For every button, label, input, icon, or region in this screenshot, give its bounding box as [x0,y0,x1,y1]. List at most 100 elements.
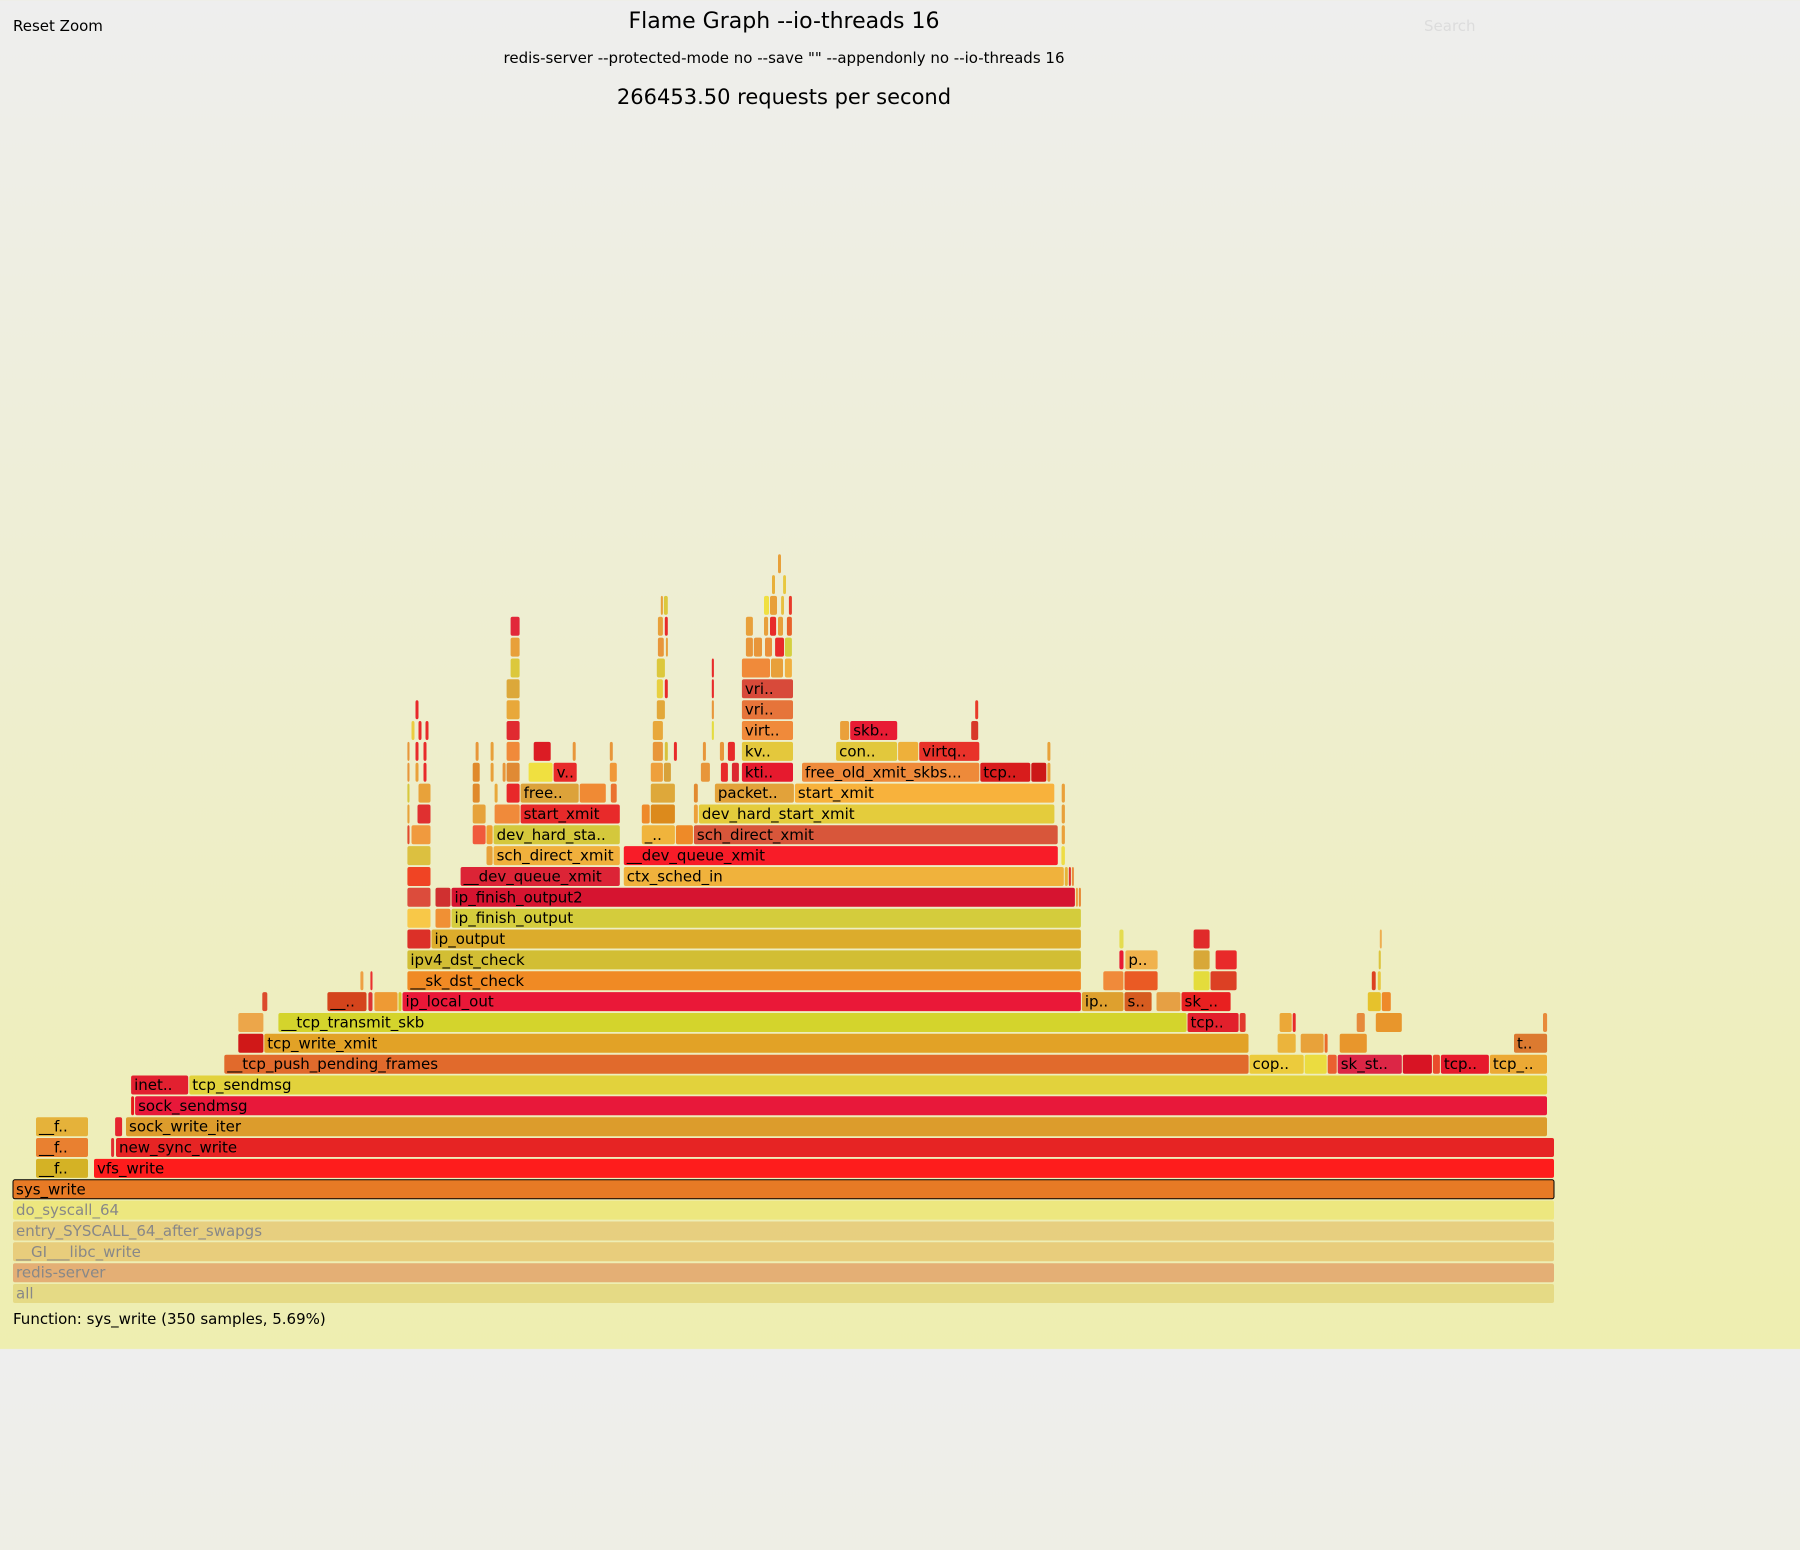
frame-unlabeled-45[interactable] [368,992,373,1012]
frame-rect[interactable] [13,1284,1554,1303]
frame-__f--6[interactable]: __f.. [36,1158,88,1179]
frame-rect[interactable] [131,1075,189,1095]
frame-rect[interactable] [1381,992,1391,1012]
frame-rect[interactable] [741,721,793,740]
frame-unlabeled-39[interactable] [1292,1013,1296,1032]
frame-rect[interactable] [650,783,675,803]
frame-rect[interactable] [238,1013,264,1032]
frame-rect[interactable] [13,1200,1554,1220]
frame-rect[interactable] [13,1263,1554,1283]
frame-rect[interactable] [711,679,714,699]
frame-unlabeled-51[interactable] [1156,992,1181,1012]
frame-_--99[interactable]: _.. [641,825,675,845]
frame-unlabeled-114[interactable] [418,783,431,803]
frame-rect[interactable] [407,783,410,803]
frame-unlabeled-119[interactable] [579,783,606,803]
frame-rect[interactable] [1292,1013,1296,1032]
frame-unlabeled-12[interactable] [115,1117,123,1137]
frame-skb--174[interactable]: skb.. [850,721,898,740]
frame-kv--161[interactable]: kv.. [741,741,793,761]
frame-unlabeled-199[interactable] [775,637,784,657]
frame-sk_st--22[interactable]: sk_st.. [1337,1054,1402,1075]
frame-unlabeled-154[interactable] [609,741,613,761]
frame-rect[interactable] [493,825,620,845]
frame-unlabeled-200[interactable] [784,637,792,657]
frame-unlabeled-211[interactable] [764,595,769,615]
frame-rect[interactable] [971,721,979,740]
frame-rect[interactable] [572,741,576,761]
frame-ctx_sched_in-85[interactable]: ctx_sched_in [623,867,1064,887]
frame-unlabeled-137[interactable] [663,762,671,782]
frame-rect[interactable] [741,700,793,720]
frame-start_xmit-124[interactable]: start_xmit [794,783,1055,804]
frame-rect[interactable] [472,804,486,824]
frame-redis-server-1[interactable]: redis-server [13,1263,1554,1283]
frame-unlabeled-30[interactable] [1300,1033,1324,1053]
frame-rect[interactable] [262,992,268,1012]
frame-rect[interactable] [1061,846,1065,866]
frame-rect[interactable] [745,616,753,636]
frame-rect[interactable] [1337,1054,1402,1074]
frame-unlabeled-126[interactable] [407,762,410,782]
frame-rect[interactable] [238,1033,264,1053]
frame-rect[interactable] [425,721,429,740]
frame-rect[interactable] [623,867,1064,886]
frame-unlabeled-206[interactable] [770,616,777,636]
frame-unlabeled-76[interactable] [435,908,451,928]
frame-rect[interactable] [1432,1054,1440,1074]
frame-unlabeled-21[interactable] [1327,1054,1337,1074]
frame-rect[interactable] [657,616,663,636]
frame-unlabeled-156[interactable] [664,741,668,761]
frame-unlabeled-82[interactable] [1078,887,1081,907]
frame-unlabeled-207[interactable] [778,616,783,636]
frame-unlabeled-63[interactable] [1377,971,1381,991]
frame-free--118[interactable]: free.. [520,783,579,803]
frame-unlabeled-149[interactable] [475,741,479,761]
frame-tcp--143[interactable]: tcp.. [980,762,1031,782]
frame-rect[interactable] [714,783,794,803]
frame-rect[interactable] [415,741,419,761]
frame-rect[interactable] [781,595,784,615]
frame-rect[interactable] [840,721,850,740]
frame-unlabeled-23[interactable] [1402,1054,1432,1074]
frame-rect[interactable] [1379,929,1382,949]
frame-rect[interactable] [898,741,919,761]
frame-rect[interactable] [1156,992,1181,1012]
frame-unlabeled-130[interactable] [490,762,494,782]
frame-unlabeled-69[interactable] [1378,950,1381,970]
frame-rect[interactable] [494,783,498,803]
frame-rect[interactable] [1187,1013,1239,1032]
frame-rect[interactable] [660,595,663,615]
frame-unlabeled-132[interactable] [506,762,520,782]
frame-unlabeled-146[interactable] [407,741,410,761]
frame-rect[interactable] [423,762,427,782]
frame-rect[interactable] [370,971,373,991]
frame-unlabeled-110[interactable] [693,804,698,824]
frame-rect[interactable] [94,1158,1554,1178]
frame-unlabeled-100[interactable] [675,825,693,845]
frame-unlabeled-70[interactable] [1119,929,1124,949]
frame-unlabeled-157[interactable] [673,741,677,761]
frame-rect[interactable] [1047,741,1051,761]
frame-unlabeled-182[interactable] [506,679,520,699]
frame-rect[interactable] [407,867,431,886]
frame-rect[interactable] [407,971,1081,991]
frame-ipv4_dst_check-64[interactable]: ipv4_dst_check [407,950,1081,970]
frame-rect[interactable] [131,1096,135,1116]
frame-rect[interactable] [1489,1054,1547,1074]
frame-rect[interactable] [772,575,775,595]
frame-rect[interactable] [641,804,650,824]
frame-rect[interactable] [224,1054,1249,1074]
frame-rect[interactable] [411,825,431,845]
frame-rect[interactable] [264,1033,1249,1053]
frame-unlabeled-168[interactable] [425,721,429,740]
frame-unlabeled-127[interactable] [415,762,419,782]
frame-rect[interactable] [836,741,898,761]
frame-rect[interactable] [1031,762,1047,782]
frame-unlabeled-41[interactable] [1375,1013,1402,1032]
frame-unlabeled-93[interactable] [1061,846,1065,866]
frame-rect[interactable] [506,679,520,699]
frame-unlabeled-179[interactable] [711,700,714,720]
frame-rect[interactable] [1064,867,1068,886]
frame-rect[interactable] [784,658,792,678]
